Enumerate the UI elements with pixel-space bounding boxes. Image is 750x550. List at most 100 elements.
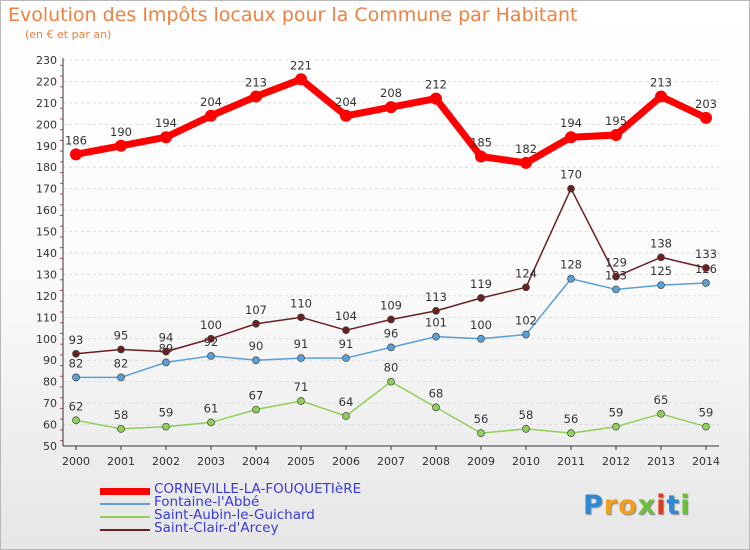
data-label: 95 [114, 329, 129, 343]
data-label: 64 [339, 395, 354, 409]
logo-letter: t [666, 490, 680, 521]
logo-letter: i [680, 490, 690, 521]
x-tick-label: 2009 [467, 455, 495, 468]
y-tick-label: 130 [36, 268, 57, 281]
y-tick-label: 210 [36, 97, 57, 110]
data-label: 194 [560, 116, 582, 130]
legend-swatch [100, 503, 150, 505]
x-tick-label: 2002 [152, 455, 180, 468]
data-label: 93 [69, 333, 84, 347]
x-tick-label: 2014 [692, 455, 720, 468]
data-label: 71 [294, 380, 309, 394]
data-label: 110 [290, 296, 312, 310]
data-point [613, 423, 620, 430]
data-point [703, 265, 710, 272]
data-label: 129 [605, 256, 627, 270]
data-point [73, 374, 80, 381]
x-tick-label: 2004 [242, 455, 270, 468]
x-tick-label: 2007 [377, 455, 405, 468]
data-point [568, 185, 575, 192]
data-label: 59 [609, 406, 624, 420]
data-label: 61 [204, 401, 219, 415]
y-tick-label: 70 [43, 397, 57, 410]
data-label: 221 [290, 58, 312, 72]
y-tick-label: 200 [36, 118, 57, 131]
data-label: 90 [249, 339, 264, 353]
data-label: 213 [650, 75, 672, 89]
data-label: 94 [159, 331, 174, 345]
logo-letter: o [618, 490, 638, 521]
data-label: 124 [515, 266, 537, 280]
data-label: 56 [474, 412, 489, 426]
data-point [118, 346, 125, 353]
data-point [298, 397, 305, 404]
data-point [430, 93, 442, 105]
y-tick-label: 220 [36, 75, 57, 88]
data-point [343, 412, 350, 419]
legend-label: Saint-Clair-d'Arcey [154, 520, 279, 536]
data-point [388, 344, 395, 351]
line-chart: 5060708090100110120130140150160170180190… [0, 0, 750, 550]
y-tick-label: 230 [36, 54, 57, 67]
data-label: 100 [470, 318, 492, 332]
data-point [118, 425, 125, 432]
data-point [655, 90, 667, 102]
data-label: 125 [650, 264, 672, 278]
y-tick-label: 50 [43, 440, 57, 453]
data-point [568, 275, 575, 282]
y-tick-label: 170 [36, 183, 57, 196]
data-point [208, 419, 215, 426]
logo-letter: x [638, 490, 656, 521]
data-point [433, 307, 440, 314]
y-tick-label: 110 [36, 311, 57, 324]
data-point [478, 430, 485, 437]
data-label: 82 [114, 356, 129, 370]
data-label: 59 [699, 406, 714, 420]
data-label: 138 [650, 236, 672, 250]
data-point [478, 335, 485, 342]
data-point [475, 151, 487, 163]
x-tick-label: 2001 [107, 455, 135, 468]
data-point [70, 148, 82, 160]
data-label: 82 [69, 356, 84, 370]
data-point [658, 282, 665, 289]
x-tick-label: 2000 [62, 455, 90, 468]
data-point [388, 378, 395, 385]
data-point [568, 430, 575, 437]
data-label: 59 [159, 406, 174, 420]
data-point [613, 286, 620, 293]
data-label: 195 [605, 114, 627, 128]
data-label: 62 [69, 399, 84, 413]
data-point [115, 140, 127, 152]
data-label: 128 [560, 258, 582, 272]
data-point [295, 73, 307, 85]
data-label: 100 [200, 318, 222, 332]
y-tick-label: 90 [43, 354, 57, 367]
y-tick-label: 180 [36, 161, 57, 174]
data-label: 204 [200, 95, 222, 109]
data-point [253, 357, 260, 364]
data-point [703, 423, 710, 430]
data-label: 133 [695, 247, 717, 261]
y-tick-label: 140 [36, 247, 57, 260]
data-label: 185 [470, 136, 492, 150]
data-label: 104 [335, 309, 357, 323]
data-point [613, 273, 620, 280]
data-point [208, 352, 215, 359]
data-label: 80 [384, 361, 399, 375]
data-point [253, 320, 260, 327]
legend-swatch [100, 529, 150, 531]
data-label: 101 [425, 316, 447, 330]
data-label: 58 [114, 408, 129, 422]
data-point [523, 331, 530, 338]
data-label: 107 [245, 303, 267, 317]
data-label: 91 [339, 337, 354, 351]
data-point [388, 316, 395, 323]
logo-letter: r [604, 490, 618, 521]
legend-swatch [100, 516, 150, 518]
data-label: 56 [564, 412, 579, 426]
data-label: 102 [515, 313, 537, 327]
x-tick-label: 2008 [422, 455, 450, 468]
data-label: 203 [695, 97, 717, 111]
data-label: 182 [515, 142, 537, 156]
